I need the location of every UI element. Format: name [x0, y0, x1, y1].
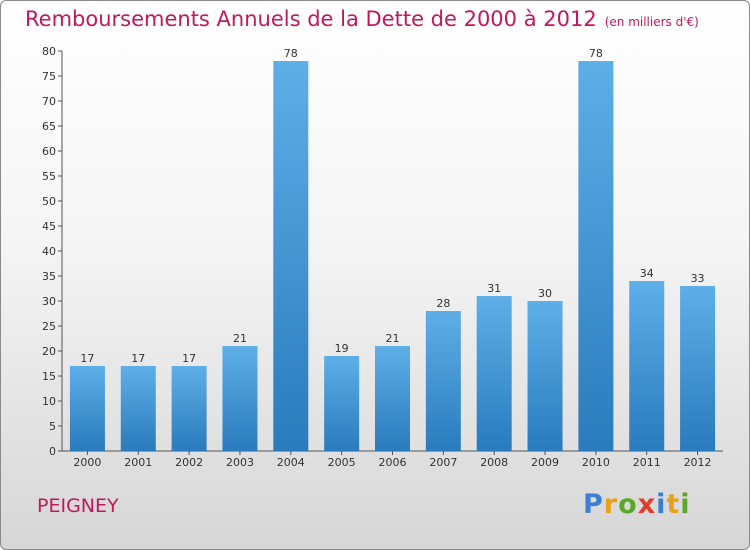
x-tick-label: 2007	[429, 456, 457, 469]
bar-2004	[273, 61, 309, 451]
y-tick-label: 35	[42, 270, 56, 283]
bar-2007	[425, 311, 461, 451]
bar-value-label: 19	[335, 342, 349, 355]
y-tick-label: 0	[49, 445, 56, 458]
bar-value-label: 33	[691, 272, 705, 285]
bar-2011	[629, 281, 665, 451]
bar-2002	[171, 366, 207, 451]
bar-2005	[324, 356, 360, 451]
bar-value-label: 31	[487, 282, 501, 295]
bar-value-label: 21	[386, 332, 400, 345]
y-tick-label: 20	[42, 345, 56, 358]
x-tick-label: 2006	[379, 456, 407, 469]
bar-2006	[375, 346, 410, 451]
y-tick-label: 55	[42, 170, 56, 183]
bar-value-label: 17	[182, 352, 196, 365]
bar-value-label: 78	[284, 47, 298, 60]
x-tick-label: 2003	[226, 456, 254, 469]
y-tick-label: 75	[42, 70, 56, 83]
y-tick-label: 65	[42, 120, 56, 133]
bar-2008	[476, 296, 512, 451]
title-text: Remboursements Annuels de la Dette de 20…	[25, 7, 597, 31]
x-tick-label: 2008	[480, 456, 508, 469]
proxiti-logo: Proxiti	[583, 489, 691, 520]
bar-2009	[527, 301, 563, 451]
bar-value-label: 17	[80, 352, 94, 365]
bar-2001	[120, 366, 156, 451]
bar-value-label: 34	[640, 267, 654, 280]
y-tick-label: 70	[42, 95, 56, 108]
bar-value-label: 78	[589, 47, 603, 60]
bar-2012	[680, 286, 716, 451]
bar-value-label: 21	[233, 332, 247, 345]
commune-name: PEIGNEY	[37, 495, 119, 517]
bar-2003	[222, 346, 258, 451]
y-tick-label: 10	[42, 395, 56, 408]
x-tick-label: 2002	[175, 456, 203, 469]
y-tick-label: 60	[42, 145, 56, 158]
bar-2000	[69, 366, 105, 451]
y-tick-label: 5	[49, 420, 56, 433]
y-tick-label: 30	[42, 295, 56, 308]
x-tick-label: 2010	[582, 456, 610, 469]
bar-value-label: 30	[538, 287, 552, 300]
x-tick-label: 2009	[531, 456, 559, 469]
x-tick-label: 2012	[684, 456, 712, 469]
bar-value-label: 17	[131, 352, 145, 365]
x-tick-label: 2000	[73, 456, 101, 469]
y-tick-label: 15	[42, 370, 56, 383]
bar-2010	[578, 61, 614, 451]
y-tick-label: 25	[42, 320, 56, 333]
x-tick-label: 2001	[124, 456, 152, 469]
x-tick-label: 2005	[328, 456, 356, 469]
y-tick-label: 45	[42, 220, 56, 233]
x-tick-label: 2011	[633, 456, 661, 469]
unit-label: (en milliers d'€)	[604, 15, 699, 29]
chart-title: Remboursements Annuels de la Dette de 20…	[25, 7, 699, 31]
bar-value-label: 28	[436, 297, 450, 310]
x-tick-label: 2004	[277, 456, 305, 469]
y-tick-label: 50	[42, 195, 56, 208]
y-tick-label: 40	[42, 245, 56, 258]
y-tick-label: 80	[42, 45, 56, 58]
